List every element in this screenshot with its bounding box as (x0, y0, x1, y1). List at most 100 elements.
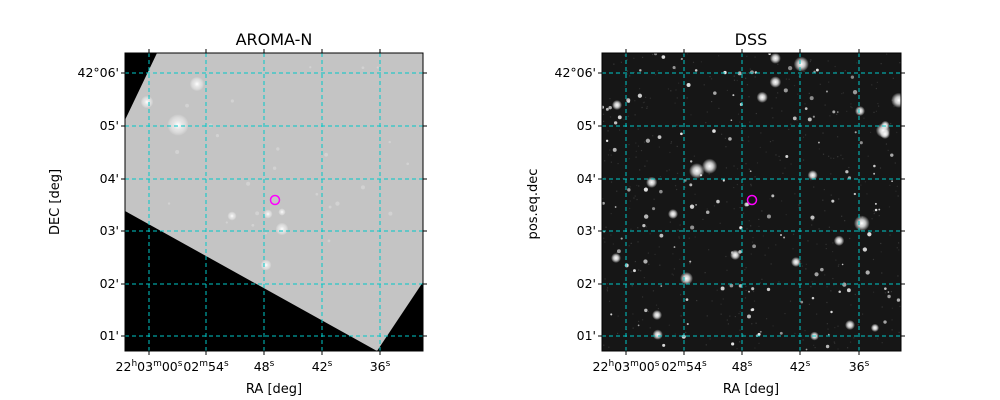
dss-star (673, 246, 676, 248)
dss-noise (638, 88, 641, 90)
dss-noise (764, 254, 766, 256)
aroma-n-faint-star (272, 166, 277, 170)
dss-star (652, 207, 656, 211)
aroma-n-faint-star (246, 181, 251, 186)
dss-noise (754, 347, 756, 349)
dss-noise (814, 346, 816, 349)
dss-noise (834, 342, 836, 344)
dss-noise (780, 200, 783, 202)
dss-noise (846, 110, 848, 112)
dss-noise (785, 78, 788, 80)
dss-noise (641, 56, 644, 58)
dss-noise (604, 278, 606, 280)
dss-noise (881, 272, 883, 274)
dss-dec-tick-label-1: 05' (577, 118, 596, 133)
dss-noise (789, 300, 792, 302)
dss-noise (622, 177, 624, 180)
dss-noise (761, 278, 763, 280)
dss-noise (708, 173, 710, 175)
dss-noise (738, 312, 740, 315)
dss-star (853, 215, 870, 232)
dss-bright-star-4 (845, 320, 855, 330)
dss-noise (765, 318, 768, 320)
dss-star (890, 153, 894, 157)
dss-noise (613, 63, 615, 65)
dss-noise (742, 212, 745, 214)
dss-noise (635, 142, 637, 144)
dss-noise (790, 163, 792, 165)
dss-noise (830, 173, 832, 175)
dss-noise (808, 92, 810, 95)
dss-star (738, 284, 743, 288)
dss-star (867, 232, 872, 237)
dss-noise (740, 99, 742, 101)
aroma-n-faint-star (309, 66, 312, 69)
dss-star (639, 69, 642, 72)
dss-noise (833, 284, 835, 286)
dss-star (654, 53, 658, 56)
dss-star (684, 179, 687, 182)
dss-noise (770, 263, 772, 265)
dss-star (637, 324, 640, 327)
dss-noise (854, 293, 856, 296)
dss-noise (672, 274, 674, 276)
dss-star (627, 188, 631, 192)
dss-noise (659, 175, 662, 178)
dss-bright-star-2 (668, 209, 678, 219)
aroma-n-star-1 (189, 76, 205, 92)
dss-star (730, 119, 733, 122)
dss-star (652, 329, 663, 340)
dss-star (610, 313, 613, 316)
dss-noise (636, 198, 638, 201)
dss-noise (674, 68, 677, 70)
dss-star (810, 215, 815, 220)
dss-star (659, 189, 663, 194)
dss-noise (793, 84, 796, 87)
dss-noise (880, 63, 882, 65)
dss-noise (771, 107, 773, 109)
dss-image (602, 53, 901, 351)
dss-noise (896, 131, 898, 134)
aroma-n-dec-tick-label-3: 03' (100, 223, 119, 238)
dss-noise (772, 325, 774, 327)
dss-noise (683, 165, 686, 167)
dss-noise (710, 78, 713, 80)
dss-star (800, 300, 804, 304)
aroma-n-faint-star (276, 147, 280, 151)
dss-noise (824, 210, 826, 212)
dss-noise (802, 159, 805, 161)
dss-noise (609, 116, 612, 118)
dss-noise (788, 78, 790, 80)
dss-noise (804, 134, 807, 136)
dss-noise (896, 185, 898, 188)
dss-noise (666, 170, 668, 172)
aroma-n-faint-star (208, 123, 213, 128)
dss-noise (751, 323, 753, 325)
dss-noise (796, 119, 798, 121)
dss-ra-tick-label-1: 02m54s (661, 359, 707, 374)
dss-noise (897, 242, 900, 244)
dss-noise (813, 186, 815, 188)
aroma-n-dec-tick-label-5: 01' (100, 328, 119, 343)
aroma-n-faint-star (215, 134, 220, 138)
dss-noise (808, 303, 811, 305)
dss-star (685, 298, 689, 301)
dss-star (643, 259, 648, 264)
dss-noise (750, 183, 752, 185)
dss-noise (670, 142, 672, 145)
dss-noise (748, 140, 750, 142)
dss-star (838, 290, 841, 294)
dss-noise (828, 81, 830, 83)
dss-noise (672, 253, 674, 255)
aroma-n-faint-star (328, 205, 332, 209)
dss-noise (608, 300, 611, 302)
aroma-n-dec-tick-label-4: 02' (100, 276, 119, 291)
dss-noise (775, 244, 777, 246)
dss-noise (647, 310, 649, 313)
dss-noise (758, 342, 760, 344)
dss-noise (686, 97, 688, 99)
dss-noise (720, 313, 722, 315)
dss-noise (741, 127, 743, 130)
dss-noise (875, 87, 877, 90)
aroma-n-dec-tick-label-0: 42°06' (78, 65, 120, 80)
